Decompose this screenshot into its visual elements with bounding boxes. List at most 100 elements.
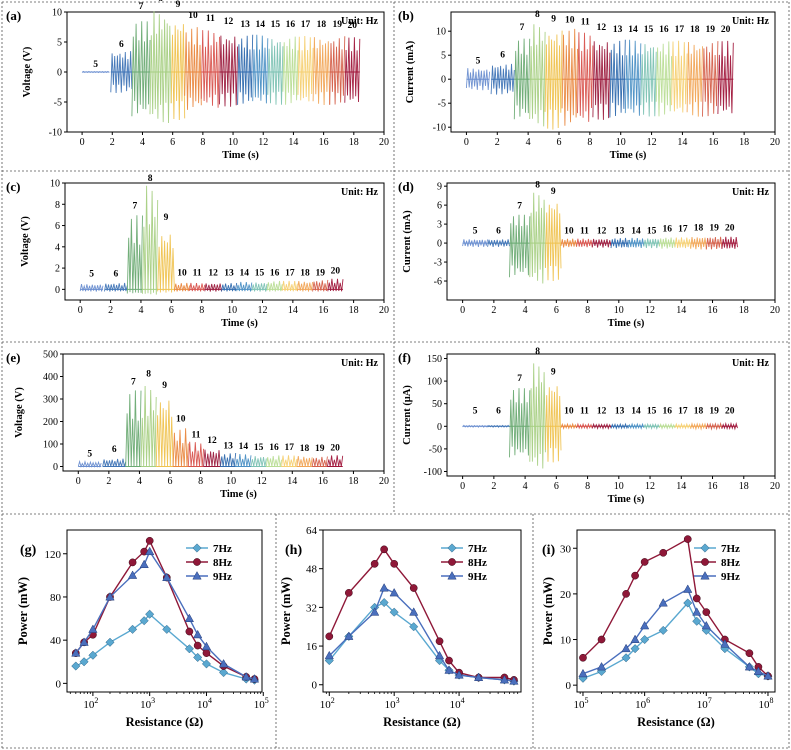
- legend-label: 8Hz: [213, 557, 232, 569]
- frequency-label: 8: [535, 347, 540, 357]
- wave-segment: [155, 400, 174, 467]
- tick-base: 10: [573, 699, 585, 711]
- y-axis-label: Voltage (V): [22, 46, 33, 97]
- frequency-label: 11: [193, 269, 202, 279]
- x-tick-label: 4: [523, 305, 528, 316]
- y-tick-label: 10: [560, 635, 572, 647]
- x-tick-label: 18: [739, 481, 749, 492]
- x-axis-label: Time (s): [608, 494, 645, 505]
- marker-triangle: [324, 650, 334, 660]
- frequency-label: 18: [300, 444, 310, 454]
- y-tick-label: -10: [49, 128, 62, 139]
- wave-segment: [529, 24, 546, 127]
- wave-segment: [624, 39, 642, 116]
- marker-diamond: [219, 668, 229, 678]
- plot-frame: [446, 182, 776, 301]
- marker-triangle: [621, 643, 631, 653]
- marker-circle: [659, 548, 668, 557]
- frequency-label: 15: [255, 269, 265, 279]
- frequency-label: 14: [239, 442, 249, 452]
- tick-exponent: 4: [461, 696, 465, 705]
- y-tick-label: 10: [436, 27, 446, 38]
- marker-triangle: [201, 641, 212, 651]
- frequency-label: 15: [647, 407, 657, 417]
- marker-triangle: [640, 620, 650, 630]
- marker-circle: [597, 635, 606, 644]
- frequency-label: 19: [332, 20, 342, 30]
- wave-segment: [172, 428, 189, 467]
- wave-segment: [544, 386, 562, 463]
- frequency-label: 14: [239, 269, 249, 279]
- marker-diamond: [640, 634, 650, 645]
- frequency-label: 7: [131, 377, 136, 387]
- frequency-label: 6: [500, 51, 505, 61]
- wave-segment: [560, 238, 578, 248]
- x-axis-label: Time (s): [610, 150, 647, 161]
- x-tick-label: 16: [319, 137, 329, 148]
- wave-segment: [221, 282, 238, 292]
- frequency-label: 16: [286, 20, 296, 30]
- marker-circle: [145, 536, 154, 545]
- tick-base: 10: [635, 699, 647, 711]
- plot-frame: [576, 529, 776, 693]
- x-tick-label: 12: [645, 305, 655, 316]
- x-tick-label: 12: [645, 481, 655, 492]
- unit-label: Unit: Hz: [341, 187, 379, 198]
- marker-triangle: [409, 607, 419, 616]
- x-tick-label: 20: [379, 476, 389, 487]
- legend-label: 9Hz: [213, 571, 232, 583]
- wave-segment: [131, 21, 151, 117]
- x-tick-label: 0: [460, 481, 465, 492]
- wave-segment: [236, 281, 253, 292]
- x-tick-label: 6: [554, 305, 559, 316]
- y-tick-label: 400: [43, 372, 58, 383]
- marker-triangle: [379, 583, 389, 592]
- frequency-label: 19: [705, 25, 715, 35]
- x-tick-label: 20: [770, 481, 780, 492]
- frequency-label: 12: [208, 269, 218, 279]
- marker-triangle: [473, 672, 484, 681]
- marker-triangle: [630, 634, 640, 643]
- marker-diamond: [409, 622, 419, 632]
- marker-triangle: [434, 650, 445, 660]
- marker-triangle: [79, 637, 89, 646]
- frequency-label: 9: [164, 213, 169, 223]
- wave-segment: [529, 363, 546, 469]
- y-axis-label: Current (mA): [402, 210, 413, 273]
- wave-segment: [237, 34, 254, 105]
- x-tick-label: 6: [169, 305, 174, 316]
- marker-triangle: [596, 661, 607, 671]
- frequency-label: 5: [473, 407, 478, 417]
- x-tick-label: 4: [526, 137, 531, 148]
- marker-circle: [631, 571, 639, 580]
- wave-segment: [643, 422, 660, 430]
- x-tick-label: 6: [554, 481, 559, 492]
- panel-label: (h): [285, 543, 302, 558]
- wave-segment: [235, 454, 252, 467]
- wave-segment: [658, 422, 676, 430]
- x-tick-label: 6: [557, 137, 562, 148]
- marker-triangle: [454, 670, 464, 679]
- marker-triangle: [71, 648, 81, 657]
- wave-segment: [643, 238, 660, 249]
- wave-segment: [705, 421, 723, 431]
- frequency-label: 11: [206, 14, 215, 24]
- wave-segment: [265, 455, 283, 467]
- y-tick-label: 48: [306, 564, 318, 576]
- panel-label: (a): [6, 8, 21, 23]
- x-axis-label: Time (s): [221, 318, 258, 329]
- wave-segment: [312, 37, 331, 106]
- marker-circle: [622, 590, 630, 598]
- marker-triangle: [145, 546, 155, 556]
- y-tick-label: 100: [427, 377, 442, 388]
- y-tick-label: -10: [433, 123, 446, 134]
- frequency-label: 6: [119, 40, 124, 50]
- wave-segment: [187, 441, 205, 467]
- frequency-label: 10: [565, 16, 575, 26]
- wave-segment: [282, 36, 299, 105]
- frequency-label: 18: [300, 269, 310, 279]
- marker-triangle: [692, 607, 702, 616]
- frequency-label: 10: [188, 11, 198, 21]
